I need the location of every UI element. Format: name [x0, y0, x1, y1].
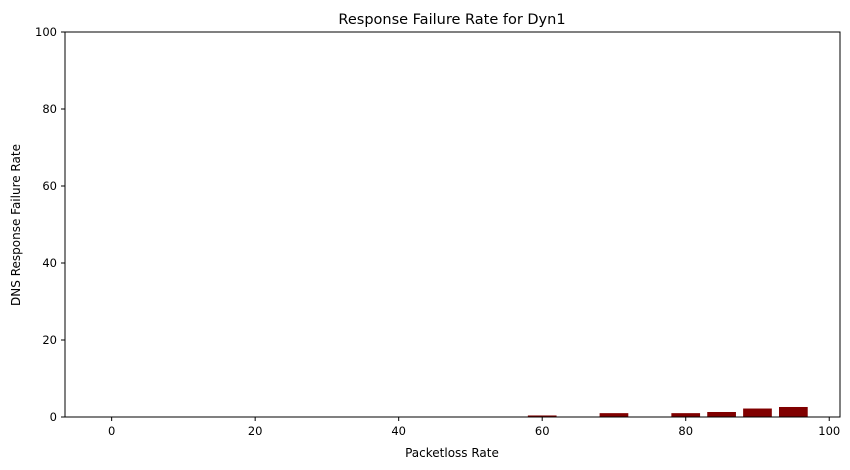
y-tick-label: 0: [50, 410, 57, 424]
bar: [707, 411, 736, 417]
x-tick-label: 100: [818, 424, 840, 438]
x-tick-label: 40: [391, 424, 406, 438]
x-axis-ticks: 0 20 40 60 80 100: [108, 417, 840, 438]
x-axis-label: Packetloss Rate: [405, 446, 499, 460]
y-tick-label: 100: [35, 25, 57, 39]
x-tick-label: 80: [678, 424, 693, 438]
x-tick-label: 60: [535, 424, 550, 438]
bar: [599, 413, 629, 417]
plot-frame: [64, 31, 841, 418]
bar: [779, 406, 808, 417]
x-tick-label: 20: [248, 424, 263, 438]
y-axis-ticks: 0 20 40 60 80 100: [35, 25, 65, 424]
bar: [671, 413, 701, 417]
bar: [527, 415, 557, 417]
bars-group: [527, 406, 808, 417]
chart-title: Response Failure Rate for Dyn1: [338, 12, 565, 28]
y-tick-label: 20: [42, 333, 57, 347]
y-tick-label: 80: [42, 102, 57, 116]
y-tick-label: 40: [42, 256, 57, 270]
y-tick-label: 60: [42, 179, 57, 193]
bar: [743, 408, 772, 417]
x-tick-label: 0: [108, 424, 115, 438]
y-axis-label: DNS Response Failure Rate: [9, 144, 23, 306]
